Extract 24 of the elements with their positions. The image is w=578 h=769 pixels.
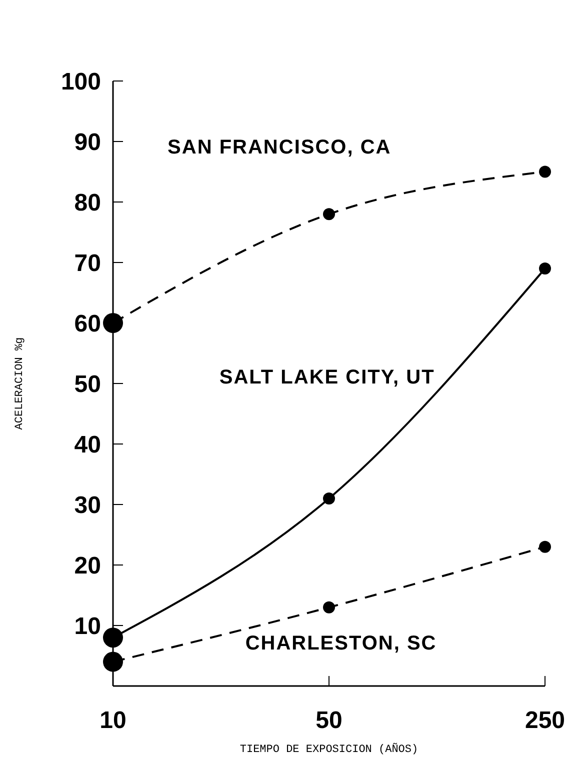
point bbox=[323, 208, 335, 220]
y-tick-label: 80 bbox=[74, 189, 101, 216]
series-label: SALT LAKE CITY, UT bbox=[219, 366, 435, 388]
y-tick-label: 100 bbox=[60, 68, 101, 96]
x-axis-title: TIEMPO DE EXPOSICION (AÑOS) bbox=[240, 742, 418, 756]
point bbox=[323, 492, 335, 504]
y-tick-label: 60 bbox=[74, 310, 101, 338]
y-tick-label: 20 bbox=[74, 552, 101, 580]
x-tick-label: 50 bbox=[316, 707, 342, 734]
y-axis-title: ACELERACION %g bbox=[14, 337, 26, 430]
y-tick-label: 10 bbox=[74, 612, 101, 640]
y-tick-label: 40 bbox=[74, 431, 101, 458]
x-tick-label: 10 bbox=[100, 707, 126, 734]
y-tick-label: 70 bbox=[74, 250, 101, 277]
x-tick-label: 250 bbox=[524, 707, 566, 734]
y-tick-label: 30 bbox=[74, 492, 101, 519]
y-tick-label: 50 bbox=[74, 370, 101, 398]
point bbox=[539, 262, 551, 275]
series-label: SAN FRANCISCO, CA bbox=[168, 136, 392, 159]
point bbox=[539, 166, 551, 178]
point bbox=[323, 601, 335, 614]
y-tick-label: 90 bbox=[74, 128, 101, 156]
point bbox=[539, 540, 551, 553]
series-label: CHARLESTON, SC bbox=[245, 632, 437, 655]
